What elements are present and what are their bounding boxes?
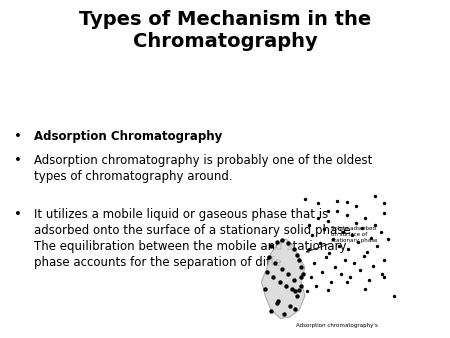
Point (275, 299, 282, 304)
Point (328, 279, 335, 284)
Point (379, 272, 386, 277)
Point (284, 272, 292, 277)
Point (354, 239, 361, 244)
Point (362, 215, 369, 220)
Point (303, 289, 310, 294)
Point (369, 263, 377, 269)
Point (277, 279, 284, 284)
Point (307, 274, 314, 280)
Point (309, 232, 316, 237)
Point (368, 235, 375, 240)
Point (358, 225, 365, 230)
Point (313, 283, 320, 289)
Point (296, 287, 303, 293)
Point (356, 267, 363, 273)
Point (297, 283, 305, 289)
Point (337, 272, 344, 277)
Point (381, 201, 388, 206)
Point (326, 250, 333, 256)
Point (381, 274, 388, 280)
Point (302, 196, 309, 202)
Text: •: • (14, 154, 22, 167)
Point (294, 252, 301, 257)
Point (381, 258, 388, 263)
Text: Solute adsorbed
on surface of
stationary phase: Solute adsorbed on surface of stationary… (306, 226, 378, 252)
Point (349, 232, 356, 237)
Point (288, 286, 295, 291)
Point (267, 309, 274, 314)
Point (280, 312, 288, 317)
Point (322, 255, 329, 260)
Point (267, 243, 274, 249)
Point (377, 229, 384, 235)
Point (292, 306, 299, 311)
Point (297, 274, 305, 280)
Point (299, 272, 306, 277)
Text: Adsorption Chromatography: Adsorption Chromatography (34, 130, 222, 143)
Point (335, 243, 342, 249)
Point (279, 266, 286, 271)
Point (286, 303, 293, 308)
Point (343, 212, 350, 218)
Point (364, 249, 371, 255)
Point (292, 289, 299, 294)
Point (324, 218, 331, 223)
Point (351, 260, 358, 266)
Text: Adsorption chromatography's: Adsorption chromatography's (296, 323, 378, 329)
Text: It utilizes a mobile liquid or gaseous phase that is
adsorbed onto the surface o: It utilizes a mobile liquid or gaseous p… (34, 208, 354, 269)
Point (330, 236, 337, 242)
Point (324, 287, 331, 293)
Text: Types of Mechanism in the
Chromatography: Types of Mechanism in the Chromatography (79, 10, 371, 51)
Point (279, 238, 286, 243)
Point (339, 229, 346, 235)
Point (305, 246, 312, 251)
Polygon shape (261, 239, 305, 318)
Point (332, 265, 339, 270)
Point (365, 277, 373, 283)
Point (343, 279, 350, 284)
Text: •: • (14, 208, 22, 221)
Point (352, 203, 360, 209)
Point (324, 208, 331, 213)
Point (381, 211, 388, 216)
Point (371, 222, 378, 227)
Point (352, 221, 360, 226)
Point (269, 274, 276, 280)
Point (273, 300, 280, 306)
Point (273, 239, 280, 244)
Point (320, 226, 328, 232)
Point (390, 293, 397, 298)
Point (315, 215, 322, 220)
Point (318, 269, 325, 274)
Point (284, 241, 292, 246)
Point (384, 236, 392, 242)
Text: Adsorption chromatography is probably one of the oldest
types of chromatography : Adsorption chromatography is probably on… (34, 154, 372, 183)
Point (343, 199, 350, 205)
Point (311, 260, 318, 266)
Point (261, 286, 269, 291)
Text: •: • (14, 130, 22, 143)
Point (266, 255, 273, 260)
Point (371, 194, 378, 199)
Point (362, 286, 369, 291)
Point (264, 269, 271, 274)
Point (333, 198, 341, 203)
Point (316, 241, 324, 246)
Point (296, 258, 303, 263)
Point (290, 246, 297, 251)
Point (346, 274, 354, 280)
Point (305, 222, 312, 227)
Point (283, 283, 290, 289)
Point (294, 293, 301, 298)
Point (315, 201, 322, 206)
Point (271, 260, 278, 266)
Point (360, 253, 367, 259)
Point (345, 246, 352, 251)
Point (333, 208, 341, 213)
Point (297, 265, 305, 270)
Point (373, 243, 380, 249)
Point (290, 277, 297, 283)
Point (341, 258, 348, 263)
